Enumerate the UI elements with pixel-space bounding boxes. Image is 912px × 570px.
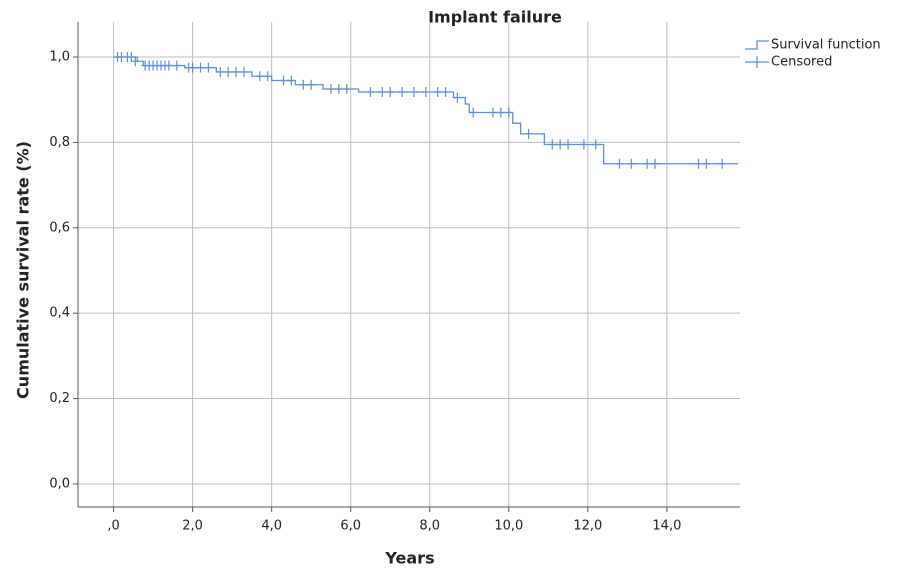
censor-mark xyxy=(469,107,478,118)
censor-mark xyxy=(263,71,272,82)
x-tick-label: 4,0 xyxy=(261,519,282,534)
x-tick-label: 12,0 xyxy=(573,519,602,534)
censor-mark xyxy=(651,158,660,169)
censor-mark xyxy=(255,71,264,82)
censor-mark xyxy=(409,87,418,98)
censor-mark xyxy=(615,158,624,169)
y-tick-label: 0,8 xyxy=(49,135,70,150)
censor-mark xyxy=(164,60,173,71)
censor-mark xyxy=(131,56,140,67)
censor-mark xyxy=(441,87,450,98)
censor-mark xyxy=(556,139,565,150)
y-tick-label: 0,2 xyxy=(49,391,70,406)
censor-mark xyxy=(232,66,241,77)
y-tick-label: 0,0 xyxy=(49,476,70,491)
censor-mark xyxy=(504,107,513,118)
legend-label: Censored xyxy=(771,55,832,70)
censor-mark xyxy=(366,87,375,98)
censor-mark xyxy=(224,66,233,77)
censor-mark xyxy=(453,92,462,103)
censor-mark xyxy=(591,139,600,150)
x-tick-label: 2,0 xyxy=(182,519,203,534)
x-tick-label: 8,0 xyxy=(419,519,440,534)
censor-mark xyxy=(386,87,395,98)
censor-mark xyxy=(299,79,308,90)
x-tick-label: 6,0 xyxy=(340,519,361,534)
x-axis-title: Years xyxy=(384,549,434,568)
censor-mark xyxy=(579,139,588,150)
censor-mark xyxy=(279,75,288,86)
censor-mark xyxy=(564,139,573,150)
censor-mark xyxy=(307,79,316,90)
censor-mark xyxy=(239,66,248,77)
censor-mark xyxy=(433,87,442,98)
y-tick-label: 0,6 xyxy=(49,220,70,235)
censor-mark xyxy=(643,158,652,169)
censor-mark xyxy=(398,87,407,98)
censor-mark xyxy=(694,158,703,169)
censor-mark xyxy=(216,66,225,77)
censor-mark xyxy=(127,52,136,63)
censor-mark xyxy=(172,60,181,71)
censor-mark xyxy=(488,107,497,118)
censor-mark xyxy=(702,158,711,169)
survival-step-line xyxy=(113,56,739,165)
censor-mark xyxy=(334,84,343,95)
censor-mark xyxy=(496,107,505,118)
y-axis-title: Cumulative survival rate (%) xyxy=(14,141,33,399)
y-tick-label: 1,0 xyxy=(49,50,70,65)
censor-mark xyxy=(326,84,335,95)
censor-mark xyxy=(287,75,296,86)
censor-mark xyxy=(196,62,205,73)
censor-mark xyxy=(342,84,351,95)
y-tick-label: 0,4 xyxy=(49,306,70,321)
censor-mark xyxy=(627,158,636,169)
legend-censor-icon xyxy=(745,56,769,68)
censor-mark xyxy=(188,62,197,73)
censor-mark xyxy=(718,158,727,169)
x-tick-label: 10,0 xyxy=(494,519,523,534)
x-tick-label: ,0 xyxy=(107,519,119,534)
censor-mark xyxy=(548,139,557,150)
legend-label: Survival function xyxy=(771,38,881,53)
censor-mark xyxy=(421,87,430,98)
x-tick-label: 14,0 xyxy=(652,519,681,534)
legend-step-icon xyxy=(745,40,769,50)
censor-mark xyxy=(378,87,387,98)
censor-mark xyxy=(524,128,533,139)
chart-title: Implant failure xyxy=(428,8,562,27)
censor-mark xyxy=(204,62,213,73)
